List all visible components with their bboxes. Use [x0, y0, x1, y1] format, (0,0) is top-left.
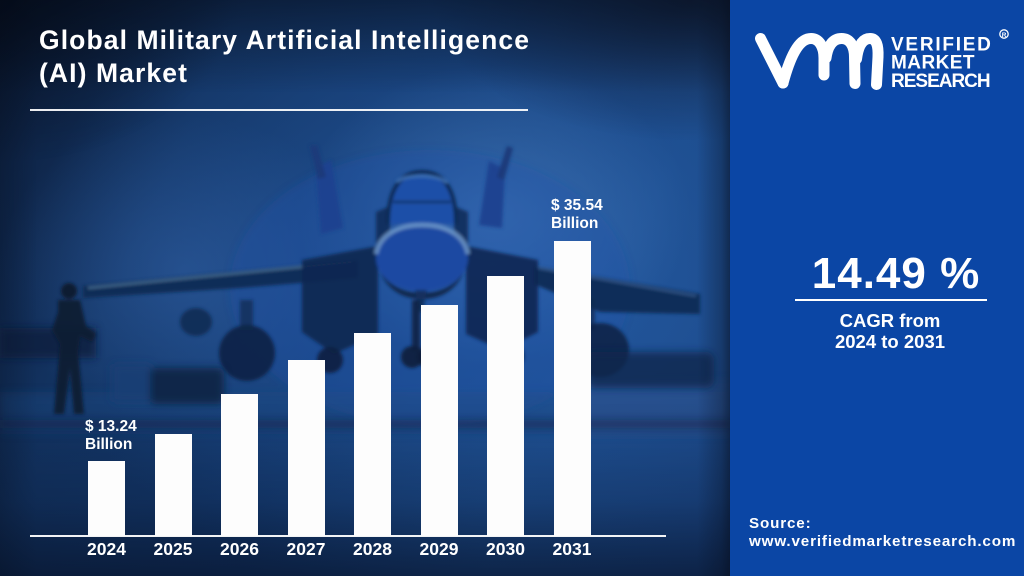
svg-text:R: R [1002, 32, 1007, 39]
svg-text:RESEARCH: RESEARCH [891, 71, 990, 92]
svg-text:VERIFIED: VERIFIED [891, 34, 993, 55]
svg-text:MARKET: MARKET [891, 52, 975, 73]
